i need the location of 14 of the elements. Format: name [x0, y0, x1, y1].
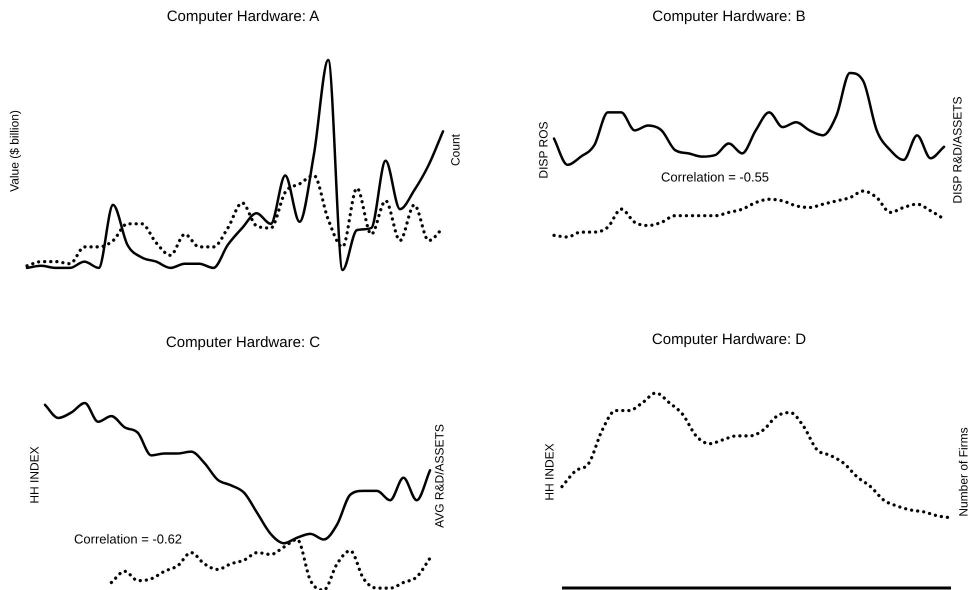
- y-axis-title: HH INDEX: [27, 446, 42, 504]
- chart-title: Computer Hardware: A: [166, 8, 320, 26]
- chart-title: Computer Hardware: B: [652, 8, 806, 26]
- y2-axis-title: Number of Firms: [956, 427, 970, 517]
- annotation: Correlation = -0.62: [74, 532, 182, 547]
- y-axis-title: Value ($ billion): [7, 110, 22, 192]
- y2-axis-title: AVG R&D/ASSETS: [432, 424, 446, 528]
- y-axis-title: HH INDEX: [542, 443, 556, 501]
- y2-axis-title: DISP R&D/ASSETS: [950, 96, 964, 204]
- y2-axis-title: Count: [448, 133, 462, 166]
- y-axis-title: DISP ROS: [536, 121, 550, 179]
- chart-title: Computer Hardware: C: [166, 334, 320, 352]
- annotation: Correlation = -0.55: [661, 170, 770, 185]
- chart-title: Computer Hardware: D: [652, 331, 806, 348]
